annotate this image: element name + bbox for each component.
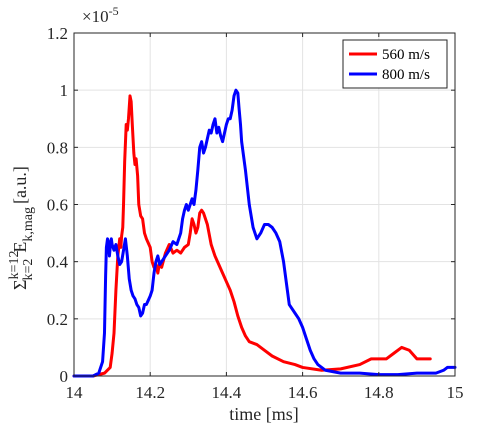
y-tick-label: 1	[60, 81, 69, 100]
y-tick-label: 0	[60, 367, 69, 386]
legend-label-560: 560 m/s	[382, 47, 430, 63]
y-label-lower-index: k=2	[21, 259, 36, 281]
y-exponent-label: ×10-5	[82, 4, 119, 26]
y-tick-label: 0.2	[47, 310, 68, 329]
y-label-quantity: E	[10, 242, 30, 253]
series-line-800-m-s	[72, 88, 457, 378]
y-tick-label: 0.4	[47, 253, 69, 272]
legend-box	[342, 39, 448, 89]
y-tick-label: 0.8	[47, 138, 68, 157]
y-label-units: [a.u.]	[10, 166, 30, 204]
series-lines	[72, 88, 457, 378]
series-line-560-m-s	[72, 94, 432, 378]
legend: 560 m/s 800 m/s	[342, 39, 448, 89]
x-axis-label: time [ms]	[229, 404, 299, 424]
x-tick-label: 14.8	[364, 383, 394, 402]
x-tick-label: 14.6	[288, 383, 318, 402]
y-exponent-power: -5	[109, 4, 119, 18]
x-tick-label: 14.4	[212, 383, 242, 402]
y-label-sum: Σ	[10, 279, 30, 289]
y-label-upper-index: k=12	[7, 251, 22, 280]
y-tick-label: 1.2	[47, 24, 68, 43]
legend-label-800: 800 m/s	[382, 67, 430, 83]
x-tick-label: 15	[447, 383, 464, 402]
x-tick-label: 14	[66, 383, 84, 402]
y-axis-label: Σk=12k=2 Ek,mag [a.u.]	[7, 166, 36, 290]
y-exponent-base: ×10	[82, 7, 109, 26]
y-tick-label: 0.6	[47, 196, 68, 215]
y-label-subscript: k,mag	[21, 207, 36, 242]
axis-ticks: 14 14.2 14.4 14.6 14.8 15 0 0.2 0.4 0.6 0.8 1 1.2	[47, 24, 464, 402]
x-tick-label: 14.2	[135, 383, 165, 402]
svg-text:Σk=12k=2Ek,mag[a.u.]: Σk=12k=2 Ek,mag [a.u.]	[7, 166, 36, 290]
grid	[73, 32, 456, 377]
